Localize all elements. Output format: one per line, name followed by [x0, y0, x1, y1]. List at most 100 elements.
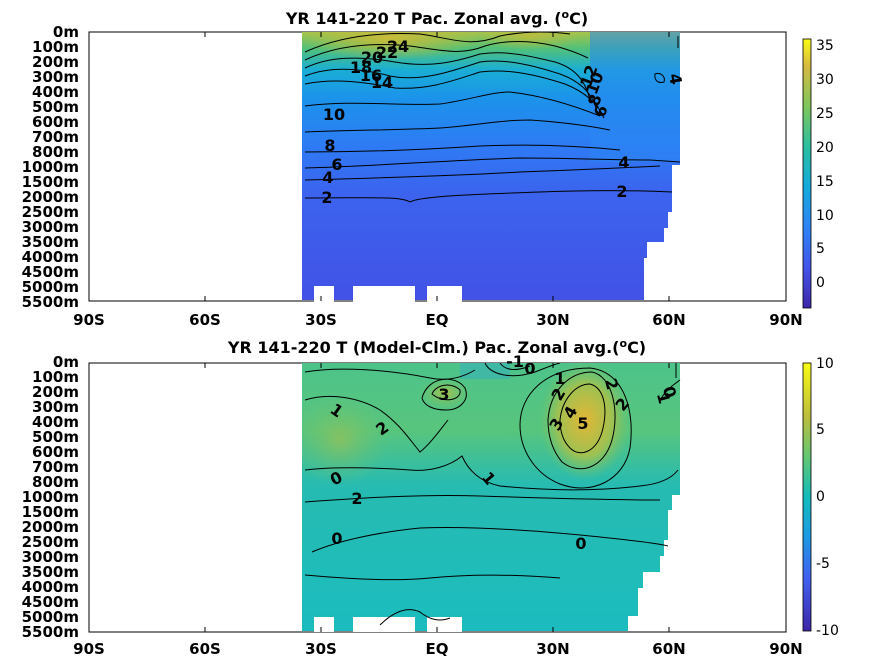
y-tick-label: 800m: [32, 143, 79, 161]
contour-label: -1: [506, 352, 524, 371]
y-tick-label: 3500m: [22, 233, 79, 251]
y-tick-label: 300m: [32, 398, 79, 416]
y-tick-label: 1000m: [22, 488, 79, 506]
y-tick-label: 4500m: [22, 263, 79, 281]
chart-top: YR 141-220 T Pac. Zonal avg. (oC): [22, 8, 834, 329]
y-tick-label: 200m: [32, 383, 79, 401]
y-tick-label: 2000m: [22, 188, 79, 206]
contour-label: 2: [616, 182, 627, 201]
y-tick-label: 2000m: [22, 518, 79, 536]
contour-label: 2: [601, 376, 622, 392]
x-tick-label: EQ: [426, 311, 449, 329]
y-tick-label: 500m: [32, 428, 79, 446]
y-tick-label: 5000m: [22, 608, 79, 626]
colorbar-top: 35 30 25 20 15 10 5 0: [802, 38, 834, 309]
y-tick-label: 0m: [53, 23, 79, 41]
y-tick-label: 2500m: [22, 533, 79, 551]
y-tick-label: 0m: [53, 353, 79, 371]
contour-label: 3: [438, 385, 449, 404]
contour-label: 8: [324, 136, 335, 155]
y-tick-label: 400m: [32, 413, 79, 431]
x-tick-label: EQ: [426, 640, 449, 656]
contour-label: 18: [350, 58, 372, 77]
colorbar-tick-label: 20: [816, 140, 834, 156]
y-tick-label: 5000m: [22, 278, 79, 296]
contour-lines: [304, 31, 681, 203]
colorbar-tick-label: 10: [816, 208, 834, 224]
x-tick-label: 60S: [189, 311, 221, 329]
x-tick-label: 30N: [536, 311, 569, 329]
colorbar-ticks: 10 5 0 -5 -10: [816, 356, 839, 639]
contour-labels: 24 22 20 18 16 14 12 10 8 6 4 2 10 8 6 4…: [321, 37, 685, 207]
y-tick-label: 2500m: [22, 203, 79, 221]
x-tick-label: 90S: [73, 311, 105, 329]
anomaly-field: [302, 363, 680, 631]
chart-bottom: YR 141-220 T (Model-Clm.) Pac. Zonal avg…: [22, 337, 839, 656]
colorbar-tick-label: -5: [816, 556, 830, 572]
chart-bottom-title: YR 141-220 T (Model-Clm.) Pac. Zonal avg…: [227, 337, 646, 357]
contour-label: 24: [387, 37, 409, 56]
x-tick-label: 90N: [769, 640, 802, 656]
x-axis-ticks: 90S 60S 30S EQ 30N 60N 90N: [73, 640, 803, 656]
contour-label: 2: [351, 489, 362, 508]
y-tick-label: 1500m: [22, 503, 79, 521]
contour-label: 1: [653, 390, 674, 406]
x-axis-ticks: 90S 60S 30S EQ 30N 60N 90N: [73, 311, 803, 329]
y-tick-label: 300m: [32, 68, 79, 86]
contour-label: 14: [371, 73, 393, 92]
contour-label: 6: [331, 155, 342, 174]
colorbar-bottom: 10 5 0 -5 -10: [802, 356, 839, 639]
colorbar-tick-label: 35: [816, 38, 834, 54]
x-tick-label: 90N: [769, 311, 802, 329]
y-tick-label: 700m: [32, 128, 79, 146]
contour-lines: [304, 362, 681, 626]
topography-masks: [314, 286, 462, 302]
y-axis-ticks: 0m 100m 200m 300m 400m 500m 600m 700m 80…: [22, 23, 79, 311]
y-tick-label: 5500m: [22, 623, 79, 641]
y-tick-label: 3000m: [22, 548, 79, 566]
contour-label: 1: [554, 369, 565, 388]
x-tick-label: 60N: [652, 311, 685, 329]
colorbar-tick-label: 10: [816, 356, 834, 372]
colorbar-tick-label: 30: [816, 72, 834, 88]
contour-label: 4: [618, 153, 629, 172]
contour-label: 20: [361, 48, 383, 67]
colorbar-tick-label: 5: [816, 422, 825, 438]
colorbar-tick-label: 0: [816, 489, 825, 505]
contour-label: 4: [665, 72, 686, 86]
colorbar-tick-label: 15: [816, 174, 834, 190]
contour-label: 0: [331, 529, 342, 548]
y-tick-label: 1000m: [22, 158, 79, 176]
contour-label: 4: [322, 168, 333, 187]
colorbar-tick-label: 0: [816, 275, 825, 291]
x-tick-label: 30S: [305, 311, 337, 329]
x-tick-label: 60S: [189, 640, 221, 656]
topography-masks: [314, 617, 462, 632]
contour-label: 5: [577, 414, 588, 433]
contour-label: 2: [321, 188, 332, 207]
y-tick-label: 500m: [32, 98, 79, 116]
x-tick-label: 30N: [536, 640, 569, 656]
y-tick-label: 800m: [32, 473, 79, 491]
y-tick-label: 4000m: [22, 248, 79, 266]
y-tick-label: 3500m: [22, 563, 79, 581]
y-tick-label: 5500m: [22, 293, 79, 311]
y-tick-label: 200m: [32, 53, 79, 71]
chart-top-title: YR 141-220 T Pac. Zonal avg. (oC): [285, 8, 588, 28]
contour-label: 10: [323, 105, 345, 124]
x-tick-label: 30S: [305, 640, 337, 656]
y-tick-label: 100m: [32, 38, 79, 56]
y-tick-label: 3000m: [22, 218, 79, 236]
colorbar-tick-label: 5: [816, 241, 825, 257]
y-tick-label: 600m: [32, 443, 79, 461]
y-tick-label: 400m: [32, 83, 79, 101]
colorbar-gradient: [802, 38, 812, 309]
colorbar-tick-label: 25: [816, 106, 834, 122]
y-tick-label: 700m: [32, 458, 79, 476]
colorbar-gradient: [802, 362, 812, 632]
contour-label: 0: [659, 384, 680, 400]
contour-label: 22: [376, 43, 398, 62]
y-tick-label: 600m: [32, 113, 79, 131]
y-axis-ticks: 0m 100m 200m 300m 400m 500m 600m 700m 80…: [22, 353, 79, 641]
